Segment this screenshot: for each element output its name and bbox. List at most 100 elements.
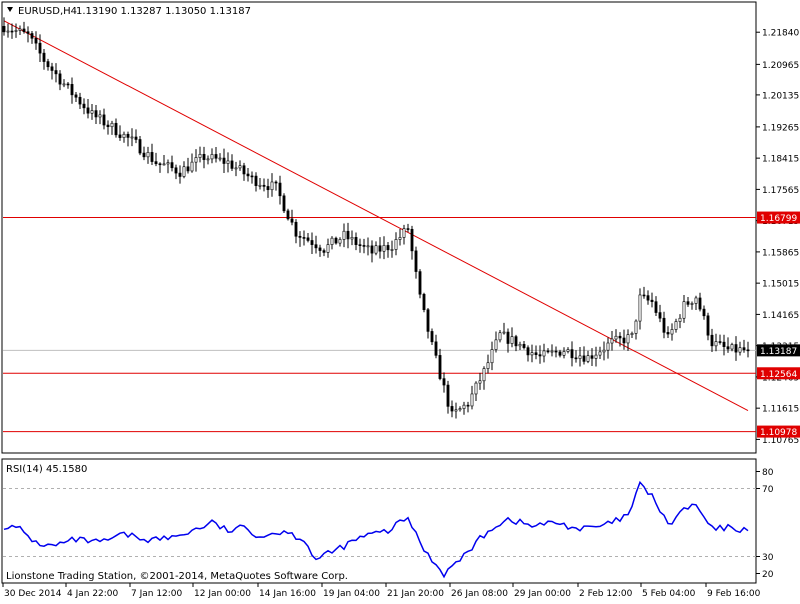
time-axis-label: 26 Jan 08:00 xyxy=(451,589,508,599)
candle-bull xyxy=(518,344,522,347)
rsi-header-label: RSI(14) 45.1580 xyxy=(6,464,87,475)
axes: 1.21840 1.20965 1.20135 1.19265 1.18415 1.175… xyxy=(2,29,800,599)
candle-bull xyxy=(634,320,638,334)
candle-bear xyxy=(650,299,654,302)
triangle-down-icon[interactable] xyxy=(7,7,13,12)
candle-bear xyxy=(86,107,90,114)
candle-bear xyxy=(346,230,350,240)
candle-bear xyxy=(590,355,594,359)
candle-bull xyxy=(234,167,238,170)
candle-bear xyxy=(538,354,542,357)
candle-bear xyxy=(642,294,646,297)
candle-bear xyxy=(430,331,434,343)
candle-bear xyxy=(154,161,158,165)
candle-bear xyxy=(30,33,34,39)
candle-bull xyxy=(478,380,482,384)
candle-bull xyxy=(474,382,478,395)
candle-bear xyxy=(446,384,450,407)
candle-bear xyxy=(742,347,746,351)
level-price-tag-box xyxy=(757,425,800,438)
candle-bear xyxy=(466,404,470,407)
candle-bear xyxy=(278,182,282,197)
candle-bull xyxy=(730,344,734,350)
candle-bull xyxy=(394,239,398,250)
candle-bull xyxy=(350,237,354,240)
price-axis-label: 1.18415 xyxy=(762,155,799,165)
price-axis-label: 1.21840 xyxy=(762,29,799,39)
candle-bear xyxy=(242,165,246,175)
candle-bear xyxy=(282,195,286,212)
level-price-tag-box xyxy=(757,367,800,380)
candle-bear xyxy=(26,31,30,34)
price-panel-frame xyxy=(1,1,757,454)
price-axis-label: 1.10765 xyxy=(762,436,799,446)
rsi-axis-label: 80 xyxy=(762,468,774,478)
candle-bear xyxy=(726,346,730,350)
candle-bear xyxy=(254,175,258,186)
candle-bear xyxy=(710,334,714,347)
candle-bull xyxy=(550,350,554,353)
candle-bull xyxy=(338,239,342,244)
level-price-tag: 1.10978 xyxy=(760,428,797,438)
candle-bear xyxy=(170,162,174,169)
candle-bull xyxy=(6,30,10,33)
candle-bear xyxy=(138,139,142,154)
candle-bear xyxy=(706,315,710,336)
candle-bear xyxy=(322,250,326,253)
price-plot xyxy=(2,17,756,433)
candle-bear xyxy=(214,154,218,159)
candle-bull xyxy=(238,165,242,169)
candle-bear xyxy=(46,61,50,68)
time-axis-label: 30 Dec 2014 xyxy=(4,589,62,599)
candle-bull xyxy=(682,301,686,319)
time-axis-label: 2 Feb 12:00 xyxy=(579,589,633,599)
candle-bear xyxy=(202,153,206,160)
candle-bull xyxy=(270,181,274,191)
candle-bear xyxy=(126,133,130,138)
candle-bull xyxy=(458,408,462,411)
candle-bear xyxy=(418,271,422,295)
candle-bull xyxy=(342,230,346,240)
candle-bear xyxy=(410,228,414,252)
candle-bear xyxy=(174,167,178,174)
candle-bear xyxy=(422,293,426,311)
candle-bear xyxy=(362,245,366,247)
current-price-tag: 1.13187 xyxy=(760,347,797,357)
candle-bear xyxy=(546,350,550,353)
candle-bear xyxy=(574,357,578,360)
candle-bull xyxy=(166,162,170,165)
candle-bear xyxy=(662,317,666,333)
candle-bull xyxy=(182,166,186,177)
price-axis-label: 1.14165 xyxy=(762,311,799,321)
candle-bear xyxy=(310,240,314,245)
rsi-plot xyxy=(3,480,756,579)
candle-bull xyxy=(374,245,378,254)
candle-bear xyxy=(334,237,338,244)
price-axis-label: 1.17565 xyxy=(762,186,799,196)
rsi-axis-label: 30 xyxy=(762,553,774,563)
candle-bear xyxy=(42,52,46,62)
candle-bear xyxy=(274,181,278,184)
candle-bear xyxy=(582,355,586,362)
candle-bull xyxy=(494,339,498,350)
level-price-tag: 1.12564 xyxy=(760,370,797,380)
candle-bull xyxy=(674,321,678,330)
candle-bear xyxy=(74,94,78,98)
candle-bull xyxy=(122,133,126,138)
candle-bull xyxy=(402,228,406,238)
candle-bull xyxy=(738,347,742,353)
candle-bear xyxy=(386,245,390,251)
time-axis-label: 7 Jan 12:00 xyxy=(131,589,183,599)
candle-bear xyxy=(158,163,162,166)
candle-bear xyxy=(434,341,438,356)
candle-bear xyxy=(38,42,42,54)
candle-bull xyxy=(566,349,570,352)
candle-bull xyxy=(90,110,94,114)
candle-bull xyxy=(626,334,630,344)
candle-bear xyxy=(370,245,374,254)
candle-bull xyxy=(694,297,698,304)
candle-bear xyxy=(298,235,302,238)
price-axis-label: 1.19265 xyxy=(762,123,799,133)
